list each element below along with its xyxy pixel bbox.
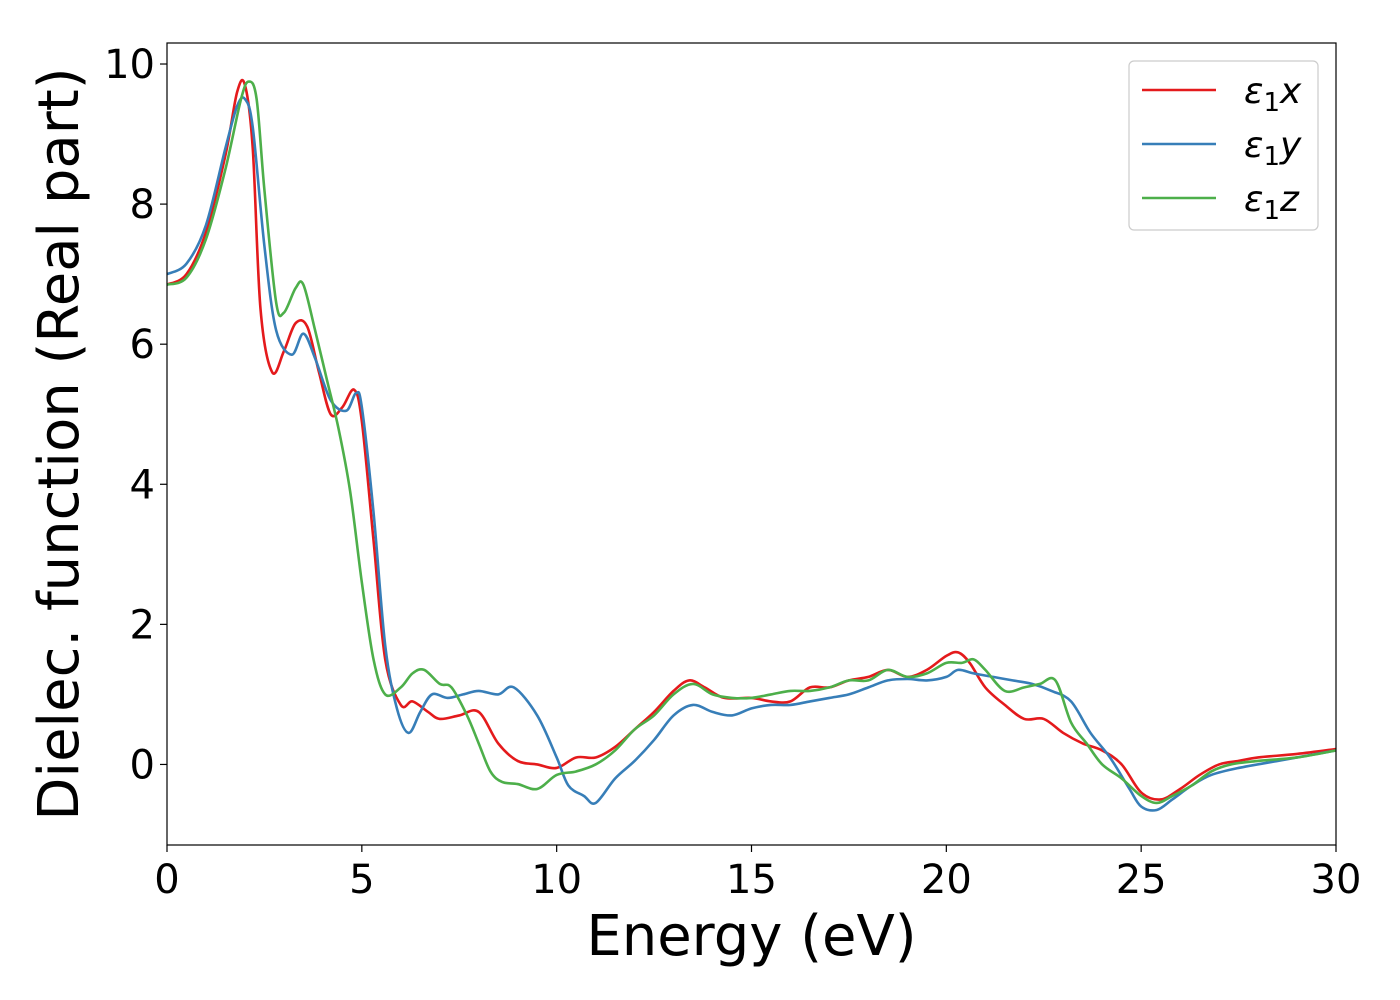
x-tick-label: 5: [349, 857, 374, 903]
legend-label-x: ε1x: [1244, 71, 1302, 118]
y-tick-label: 8: [130, 182, 155, 228]
y-axis-label: Dielec. function (Real part): [27, 67, 92, 820]
x-tick-label: 10: [531, 857, 582, 903]
x-tick-label: 0: [154, 857, 179, 903]
y-tick-label: 2: [130, 602, 155, 648]
legend-label-z: ε1z: [1244, 179, 1300, 226]
legend: ε1x ε1y ε1z: [1128, 60, 1319, 231]
series-line-y: [167, 96, 1336, 812]
y-tick-label: 4: [130, 462, 155, 508]
x-axis-label: Energy (eV): [586, 904, 916, 969]
x-tick-label: 15: [726, 857, 777, 903]
plot-area: [167, 78, 1336, 812]
x-tick-label: 25: [1116, 857, 1167, 903]
y-tick-label: 10: [104, 42, 155, 88]
x-tick-label: 20: [921, 857, 972, 903]
legend-label-y: ε1y: [1244, 125, 1302, 172]
series-line-z: [167, 80, 1336, 805]
series-line-x: [167, 78, 1336, 801]
y-tick-label: 0: [130, 742, 155, 788]
y-tick-label: 6: [130, 322, 155, 368]
axes: 0 5 10 15 20 25 30 0 2 4 6 8 10: [104, 42, 1361, 903]
x-tick-label: 30: [1311, 857, 1362, 903]
legend-box: [1128, 60, 1319, 231]
